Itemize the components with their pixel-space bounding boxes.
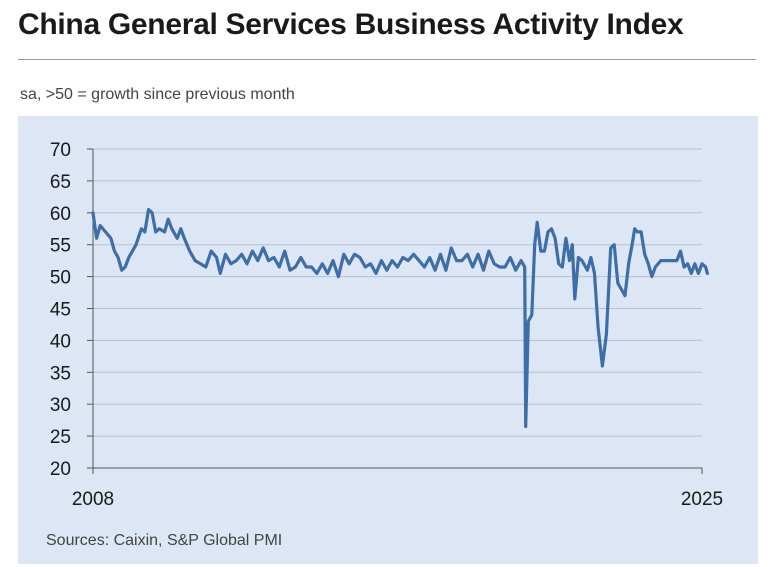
x-tick-label-2025: 2025 xyxy=(681,489,723,510)
title-divider xyxy=(18,59,756,60)
source-note: Sources: Caixin, S&P Global PMI xyxy=(46,532,283,549)
y-tick-label-25: 25 xyxy=(50,427,71,448)
y-tick-label-45: 45 xyxy=(50,300,71,321)
y-tick-label-60: 60 xyxy=(50,204,71,225)
y-tick-label-35: 35 xyxy=(50,363,71,384)
x-tick-label-2008: 2008 xyxy=(72,489,114,510)
gridlines xyxy=(93,148,702,437)
y-tick-label-50: 50 xyxy=(50,268,71,289)
y-tick-label-55: 55 xyxy=(50,236,71,257)
y-tick-label-20: 20 xyxy=(50,459,71,480)
chart-subtitle: sa, >50 = growth since previous month xyxy=(20,86,295,103)
x-axis: 2008 2025 xyxy=(72,467,723,510)
series-line-0 xyxy=(91,208,709,429)
y-tick-label-40: 40 xyxy=(50,331,71,352)
y-tick-label-70: 70 xyxy=(50,140,71,161)
y-tick-label-30: 30 xyxy=(50,395,71,416)
y-axis: 20 25 30 35 40 45 50 55 60 65 70 xyxy=(50,140,94,480)
chart-title: China General Services Business Activity… xyxy=(18,8,684,41)
series-group xyxy=(91,208,709,429)
y-tick-label-65: 65 xyxy=(50,172,71,193)
